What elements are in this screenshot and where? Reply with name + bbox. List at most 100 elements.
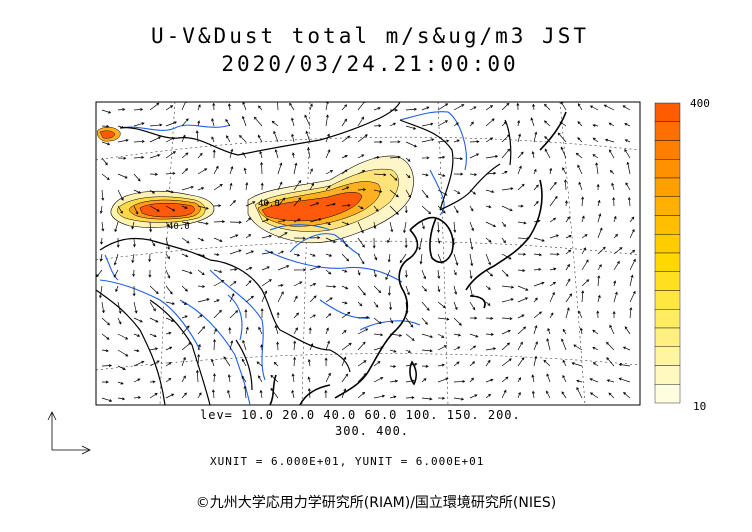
wind-arrow [261, 234, 273, 239]
wind-arrow [577, 137, 583, 143]
wind-arrow [578, 181, 583, 191]
wind-arrow [245, 201, 256, 207]
wind-arrow [469, 345, 477, 351]
wind-arrow [501, 148, 511, 159]
wind-arrow [197, 152, 203, 159]
wind-arrow [165, 151, 176, 159]
wind-arrow [373, 189, 383, 193]
wind-arrow [325, 269, 332, 275]
wind-arrow [197, 298, 210, 303]
wind-arrow [609, 169, 615, 175]
wind-arrow [149, 221, 153, 233]
wind-arrow [229, 182, 233, 191]
chart-timestamp: 2020/03/24.21:00:00 [221, 52, 519, 76]
wind-arrow [277, 265, 290, 271]
wind-arrow [596, 310, 600, 319]
wind-arrow [260, 182, 264, 191]
wind-arrow [437, 189, 448, 196]
wind-arrow [212, 373, 216, 383]
wind-arrow [181, 392, 187, 399]
wind-arrow [404, 269, 408, 278]
wind-arrow [117, 125, 125, 129]
wind-arrow [229, 199, 236, 207]
wind-arrow [437, 103, 449, 111]
wind-arrow [597, 227, 603, 239]
wind-arrow [213, 328, 217, 335]
wind-arrow [516, 102, 520, 111]
wind-arrow [357, 237, 365, 248]
wind-arrow [270, 374, 279, 383]
wind-arrow [242, 102, 247, 111]
wind-arrow [531, 150, 535, 159]
dust-plume-northwest [97, 127, 121, 142]
wind-arrow [626, 161, 631, 175]
wind-arrow [99, 253, 103, 262]
wind-arrow [373, 394, 386, 399]
wind-arrow [165, 189, 174, 194]
wind-arrow [501, 317, 513, 321]
wind-arrow [437, 173, 446, 177]
wind-arrow [149, 285, 159, 295]
wind-arrow [229, 293, 235, 303]
wind-arrow [271, 120, 279, 127]
wind-arrow [325, 114, 329, 127]
wind-arrow [197, 205, 209, 210]
wind-arrow [389, 301, 393, 311]
wind-arrow [357, 253, 365, 265]
wind-arrow [389, 173, 398, 181]
wind-arrow [293, 327, 298, 335]
wind-arrow [592, 346, 599, 351]
wind-arrow [421, 122, 434, 127]
wind-arrow [309, 182, 314, 191]
wind-arrow [197, 187, 205, 191]
wind-arrow [101, 349, 109, 353]
wind-arrow [549, 181, 557, 191]
wind-arrow [559, 121, 567, 127]
wind-arrow [405, 349, 412, 353]
wind-arrow [453, 397, 465, 401]
wind-arrow [624, 148, 631, 159]
wind-arrow [613, 260, 620, 271]
wind-arrow [373, 333, 384, 337]
wind-arrow [592, 362, 599, 367]
wind-arrow [100, 237, 104, 245]
wind-arrow [385, 269, 391, 281]
wind-arrow [549, 267, 557, 271]
wind-arrow [277, 181, 283, 191]
dust-plume-east [247, 155, 414, 244]
wind-arrow [612, 196, 616, 207]
wind-arrow [132, 269, 136, 278]
wind-arrow [341, 203, 351, 207]
wind-arrow [277, 197, 286, 207]
wind-arrow [469, 269, 473, 280]
wind-arrow [165, 346, 173, 351]
wind-arrow [517, 269, 526, 273]
wind-arrow [404, 237, 408, 249]
wind-arrow [517, 133, 522, 143]
wind-arrow [132, 285, 136, 297]
wind-arrow [399, 253, 407, 264]
wind-arrow [592, 123, 599, 127]
wind-arrow [579, 327, 583, 335]
wind-arrow [485, 359, 491, 367]
wind-arrow [149, 189, 156, 194]
wind-arrow [257, 134, 263, 143]
wind-arrow [293, 197, 302, 207]
wind-arrow [325, 237, 336, 243]
wind-arrow [325, 202, 336, 207]
wind-arrow [485, 237, 492, 243]
wind-arrow [418, 237, 423, 251]
wind-arrow [149, 317, 159, 323]
wind-arrow [623, 392, 631, 399]
colorbar-band [654, 290, 681, 310]
wind-arrow [577, 103, 583, 111]
wind-arrow [453, 104, 465, 111]
wind-arrow [405, 301, 409, 315]
wind-arrow [341, 135, 351, 143]
wind-arrow [293, 268, 307, 272]
wind-arrow [245, 267, 253, 271]
wind-arrow [501, 298, 514, 303]
wind-arrow [485, 118, 495, 127]
wind-arrow [421, 301, 430, 311]
wind-arrow [229, 249, 242, 255]
